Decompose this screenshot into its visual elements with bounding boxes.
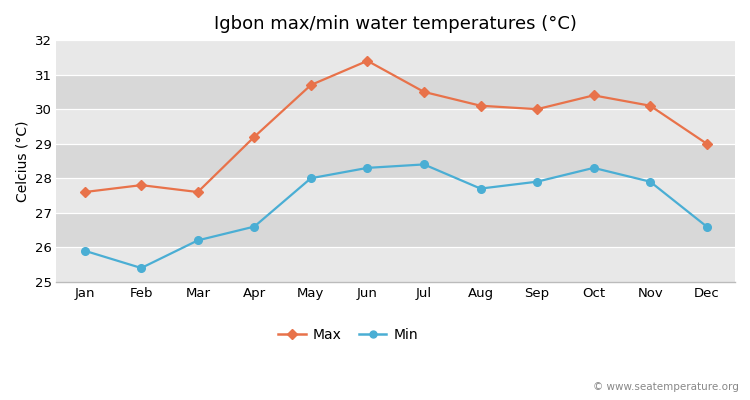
Max bbox=[194, 190, 202, 194]
Max bbox=[250, 134, 259, 139]
Text: © www.seatemperature.org: © www.seatemperature.org bbox=[592, 382, 739, 392]
Bar bbox=[56, 213, 735, 247]
Y-axis label: Celcius (°C): Celcius (°C) bbox=[15, 120, 29, 202]
Title: Igbon max/min water temperatures (°C): Igbon max/min water temperatures (°C) bbox=[214, 15, 578, 33]
Bar bbox=[56, 247, 735, 282]
Max bbox=[307, 83, 316, 88]
Max bbox=[646, 103, 655, 108]
Max bbox=[702, 141, 711, 146]
Bar bbox=[56, 144, 735, 178]
Max bbox=[419, 90, 428, 94]
Bar bbox=[56, 75, 735, 109]
Max bbox=[532, 107, 542, 112]
Line: Max: Max bbox=[81, 57, 710, 196]
Bar bbox=[56, 40, 735, 75]
Max bbox=[476, 103, 485, 108]
Min bbox=[194, 238, 202, 243]
Min bbox=[363, 166, 372, 170]
Min bbox=[136, 266, 146, 270]
Min bbox=[702, 224, 711, 229]
Min bbox=[250, 224, 259, 229]
Min bbox=[307, 176, 316, 181]
Max bbox=[363, 58, 372, 63]
Line: Min: Min bbox=[81, 161, 710, 272]
Legend: Max, Min: Max, Min bbox=[273, 323, 424, 348]
Max bbox=[590, 93, 598, 98]
Max bbox=[136, 183, 146, 188]
Max bbox=[80, 190, 89, 194]
Min bbox=[80, 248, 89, 253]
Bar bbox=[56, 178, 735, 213]
Min bbox=[419, 162, 428, 167]
Min bbox=[476, 186, 485, 191]
Min bbox=[590, 166, 598, 170]
Min bbox=[532, 179, 542, 184]
Bar bbox=[56, 109, 735, 144]
Min bbox=[646, 179, 655, 184]
